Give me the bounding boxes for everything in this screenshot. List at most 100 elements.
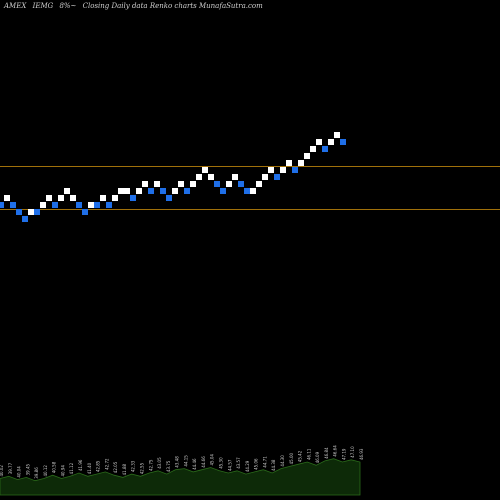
- renko-brick-up: [172, 188, 178, 194]
- renko-brick-up: [112, 195, 118, 201]
- renko-brick-up: [202, 167, 208, 173]
- renko-brick-up: [190, 181, 196, 187]
- volume-label: 43.57: [236, 457, 241, 469]
- volume-label: 45.42: [298, 450, 303, 462]
- volume-label: 44.71: [262, 456, 267, 468]
- renko-brick-up: [328, 139, 334, 145]
- renko-brick-up: [298, 160, 304, 166]
- symbol-label: IEMG: [32, 2, 54, 10]
- volume-label: 45.00: [289, 452, 294, 464]
- volume-label: 42.33: [131, 460, 136, 472]
- volume-label: 42.85: [96, 460, 101, 472]
- volume-label: 40.94: [61, 465, 66, 477]
- volume-label: 46.64: [333, 445, 338, 457]
- volume-label: 43.05: [157, 457, 162, 469]
- renko-brick-up: [88, 202, 94, 208]
- renko-brick-down: [130, 195, 136, 201]
- renko-brick-down: [106, 202, 112, 208]
- renko-brick-down: [160, 188, 166, 194]
- volume-label: 41.96: [78, 459, 83, 471]
- renko-brick-up: [226, 181, 232, 187]
- volume-label: 44.38: [271, 459, 276, 471]
- renko-brick-up: [118, 188, 124, 194]
- volume-label: 39.77: [8, 462, 13, 474]
- renko-brick-up: [178, 181, 184, 187]
- renko-brick-up: [310, 146, 316, 152]
- volume-label: 43.75: [166, 460, 171, 472]
- renko-brick-up: [268, 167, 274, 173]
- renko-brick-down: [76, 202, 82, 208]
- renko-brick-up: [58, 195, 64, 201]
- renko-brick-down: [166, 195, 172, 201]
- renko-brick-down: [274, 174, 280, 180]
- volume-label: 42.72: [104, 458, 109, 470]
- renko-brick-down: [340, 139, 346, 145]
- renko-brick-up: [286, 160, 292, 166]
- renko-brick-down: [238, 181, 244, 187]
- volume-label: 46.93: [359, 448, 364, 460]
- renko-brick-down: [292, 167, 298, 173]
- volume-label: 39.45: [25, 463, 30, 475]
- renko-brick-down: [214, 181, 220, 187]
- volume-label: 44.15: [183, 455, 188, 467]
- renko-brick-up: [256, 181, 262, 187]
- renko-brick-down: [22, 216, 28, 222]
- renko-brick-up: [304, 153, 310, 159]
- volume-label: 46.09: [315, 451, 320, 463]
- renko-brick-down: [34, 209, 40, 215]
- volume-label: 46.84: [324, 447, 329, 459]
- renko-brick-up: [40, 202, 46, 208]
- renko-brick-up: [154, 181, 160, 187]
- renko-brick-down: [220, 188, 226, 194]
- renko-brick-down: [10, 202, 16, 208]
- volume-label: 42.75: [148, 459, 153, 471]
- volume-panel: 40.02 39.77 40.04 39.45 39.86 40.12 40.58 40.94…: [0, 445, 364, 496]
- volume-label: 39.86: [34, 467, 39, 479]
- renko-brick-up: [136, 188, 142, 194]
- volume-label: 41.40: [87, 462, 92, 474]
- chart-title: Closing Daily data Renko charts MunafaSu…: [82, 2, 263, 10]
- renko-brick-up: [280, 167, 286, 173]
- volume-label: 44.29: [245, 460, 250, 472]
- renko-brick-up: [196, 174, 202, 180]
- renko-brick-up: [208, 174, 214, 180]
- renko-brick-up: [28, 209, 34, 215]
- renko-brick-down: [16, 209, 22, 215]
- renko-bricks: [0, 132, 346, 222]
- renko-brick-up: [124, 188, 130, 194]
- renko-brick-down: [94, 202, 100, 208]
- chart-header: AMEX IEMG 8%~ Closing Daily data Renko c…: [4, 2, 267, 10]
- renko-brick-up: [142, 181, 148, 187]
- volume-label: 45.04: [210, 454, 215, 466]
- change-label: 8%~: [59, 2, 77, 10]
- renko-brick-up: [100, 195, 106, 201]
- volume-label: 47.19: [341, 448, 346, 460]
- renko-brick-up: [262, 174, 268, 180]
- volume-label: 44.30: [280, 455, 285, 467]
- volume-label: 43.48: [175, 456, 180, 468]
- volume-label: 47.10: [350, 446, 355, 458]
- volume-label: 45.06: [254, 458, 259, 470]
- renko-brick-up: [4, 195, 10, 201]
- volume-label: 44.57: [227, 459, 232, 471]
- volume-label: 40.58: [52, 461, 57, 473]
- volume-label: 40.12: [43, 465, 48, 477]
- exchange-label: AMEX: [4, 2, 27, 10]
- volume-label: 46.11: [306, 448, 311, 460]
- volume-label: 41.88: [122, 463, 127, 475]
- renko-brick-down: [82, 209, 88, 215]
- renko-brick-down: [184, 188, 190, 194]
- renko-brick-up: [46, 195, 52, 201]
- volume-label: 44.46: [192, 458, 197, 470]
- renko-brick-down: [322, 146, 328, 152]
- renko-brick-down: [0, 202, 4, 208]
- renko-brick-up: [316, 139, 322, 145]
- volume-label: 40.02: [0, 465, 4, 477]
- volume-label: 45.30: [219, 457, 224, 469]
- renko-brick-up: [232, 174, 238, 180]
- renko-brick-down: [148, 188, 154, 194]
- volume-label: 40.04: [17, 466, 22, 478]
